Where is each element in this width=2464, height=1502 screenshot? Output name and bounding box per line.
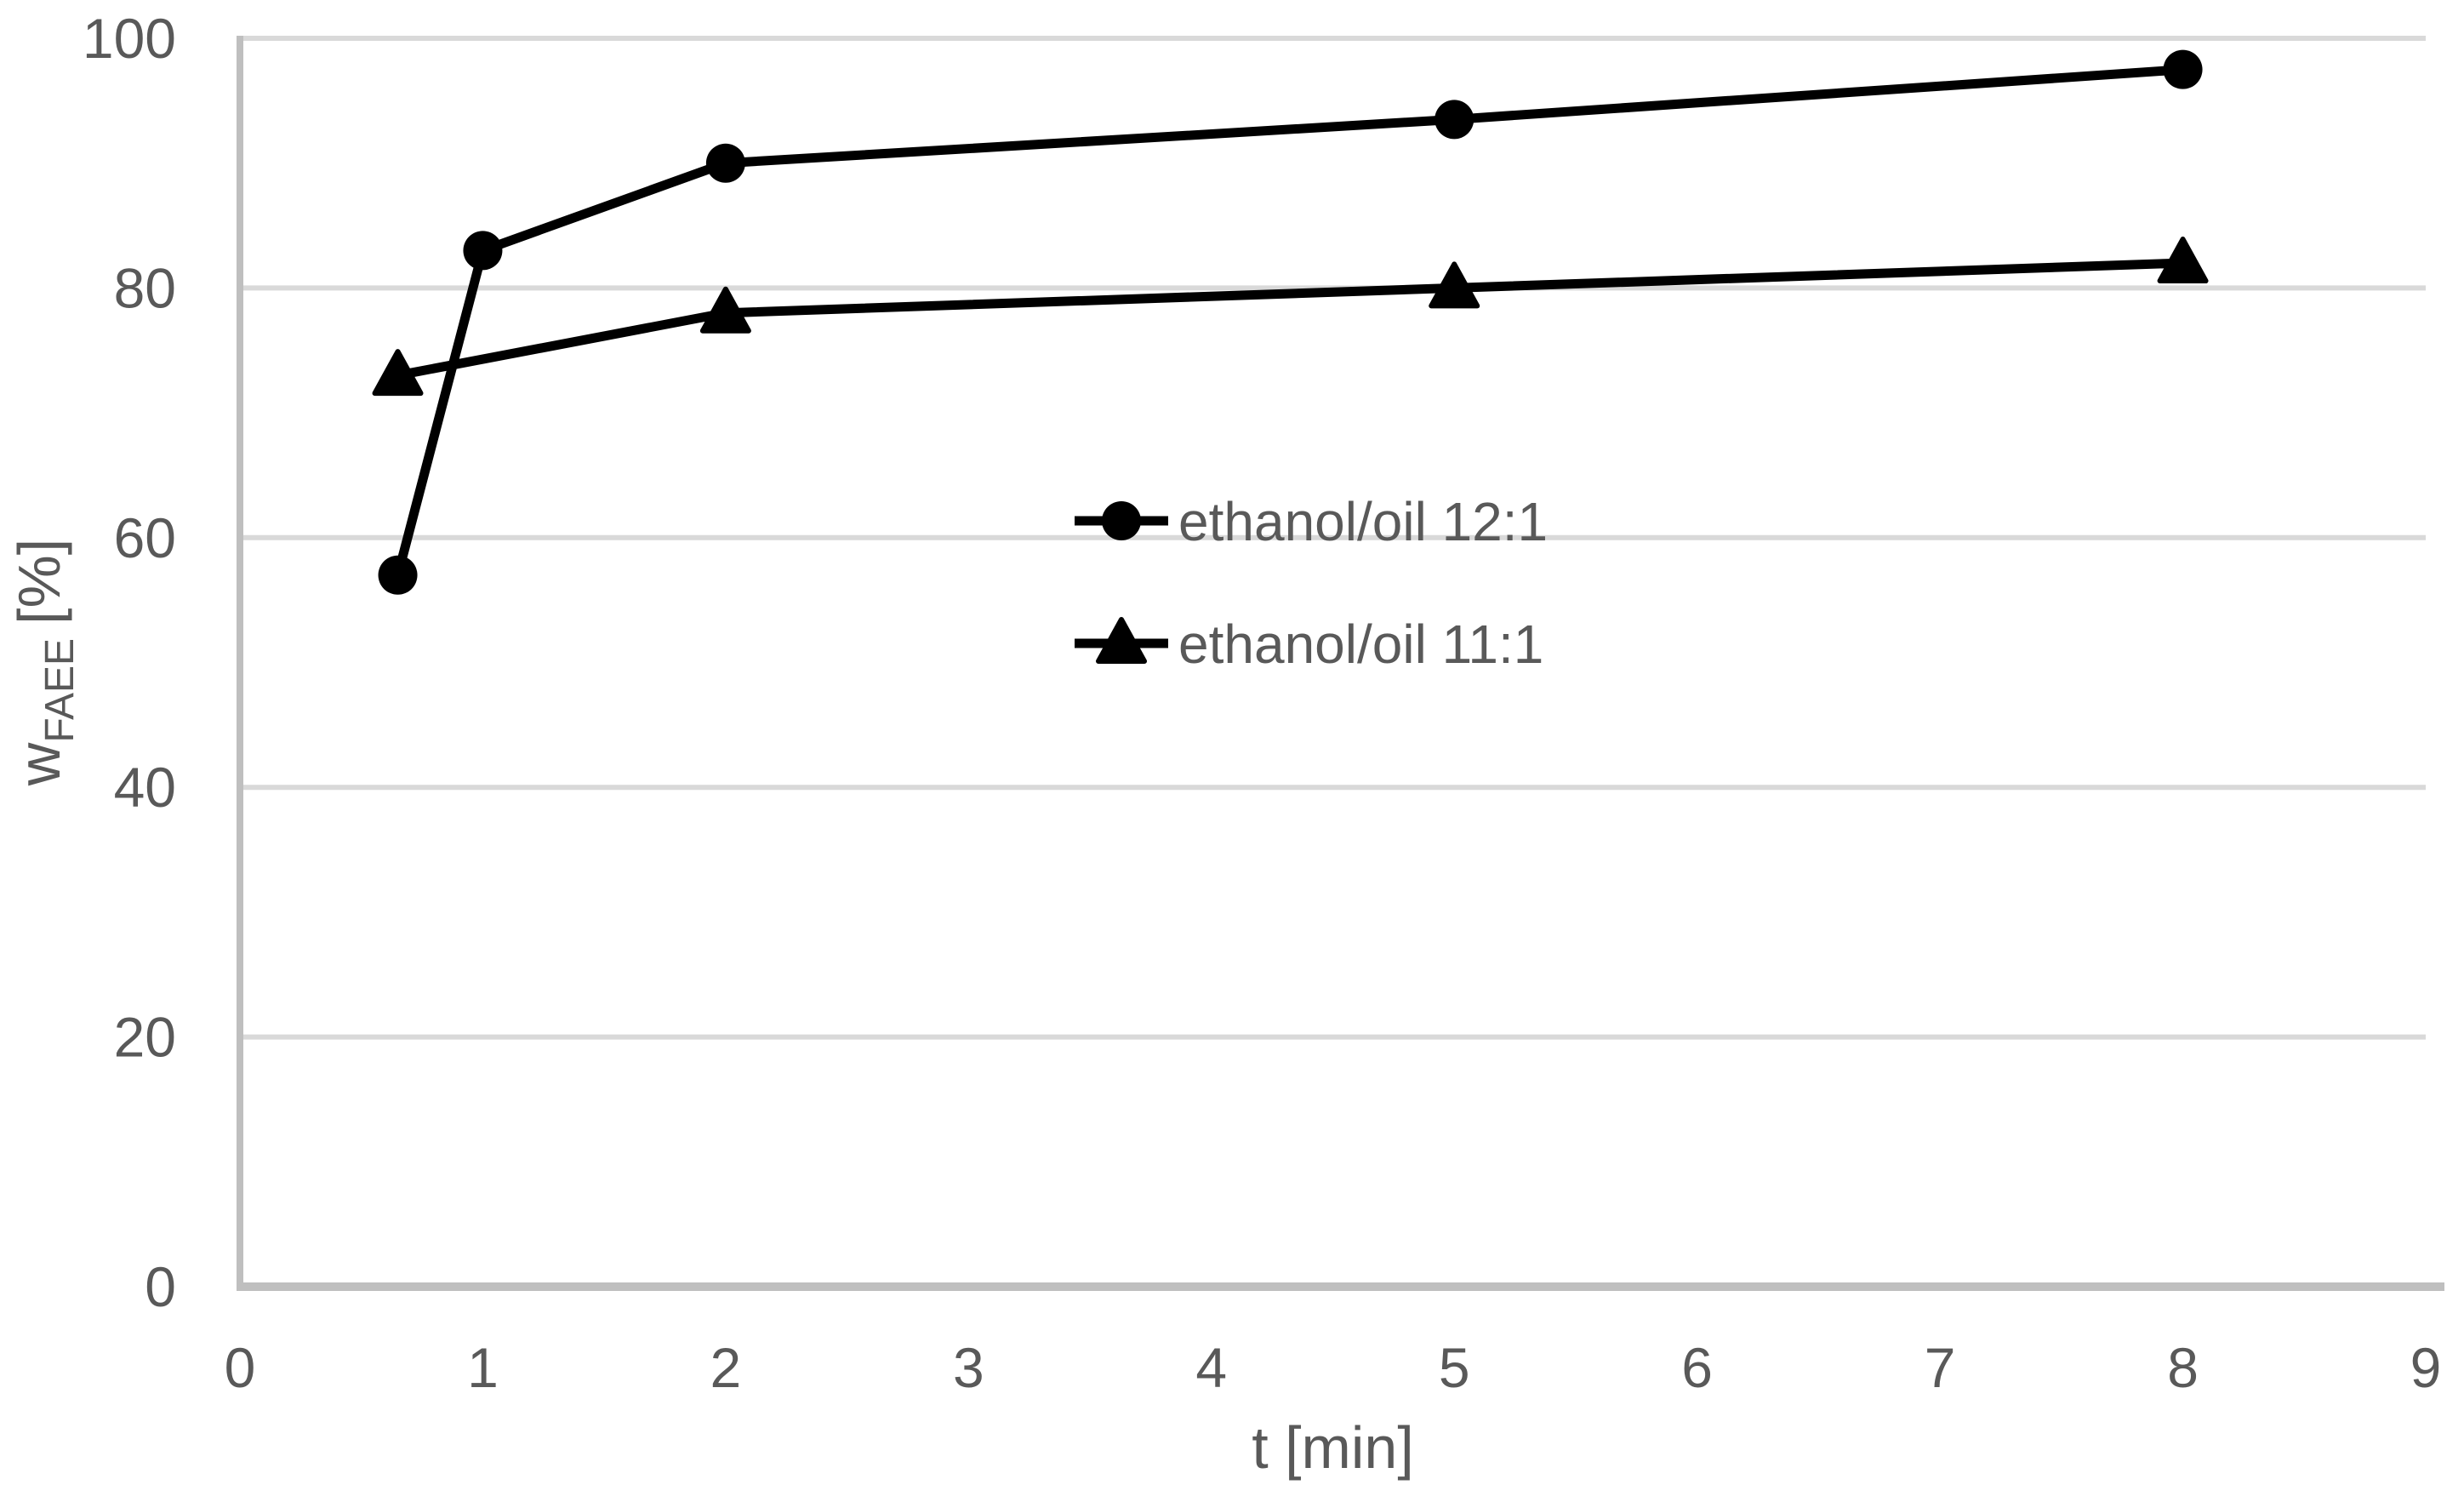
y-axis-title-base: w [6, 742, 72, 786]
series-line-ethanol-oil-11-1 [393, 258, 2188, 380]
x-tick-label: 4 [1195, 1336, 1227, 1399]
x-tick-label: 5 [1439, 1336, 1470, 1399]
x-tick-label: 0 [225, 1336, 256, 1399]
data-point-triangle-marker [2157, 237, 2209, 284]
legend-circle-marker-icon [1102, 501, 1141, 540]
x-tick-label: 2 [710, 1336, 742, 1399]
x-tick-label: 3 [953, 1336, 984, 1399]
y-axis-title-subscript: FAEE [37, 638, 83, 743]
data-point-triangle-marker [1429, 261, 1480, 309]
data-point-circle-marker [378, 555, 418, 595]
x-tick-label: 1 [467, 1336, 499, 1399]
x-tick-label: 9 [2410, 1336, 2442, 1399]
data-point-circle-marker [2163, 49, 2203, 89]
data-point-circle-marker [1434, 100, 1474, 140]
y-tick-label: 100 [83, 7, 176, 70]
y-tick-label: 0 [145, 1255, 176, 1318]
y-tick-label: 60 [114, 506, 176, 569]
data-point-circle-marker [463, 231, 503, 271]
y-axis-title: wFAEE [%] [6, 539, 83, 786]
y-axis-title-unit: [%] [6, 539, 72, 625]
y-tick-label: 80 [114, 256, 176, 319]
x-tick-label: 6 [1681, 1336, 1713, 1399]
y-tick-label: 20 [114, 1006, 176, 1069]
x-axis-title: t [min] [1252, 1414, 1414, 1481]
data-point-circle-marker [705, 143, 745, 183]
data-point-triangle-marker [372, 349, 424, 397]
x-tick-label: 8 [2167, 1336, 2199, 1399]
legend-triangle-marker-icon [1096, 617, 1147, 664]
data-point-triangle-marker [699, 286, 751, 334]
y-tick-label: 40 [114, 756, 176, 819]
legend-label: ethanol/oil 11:1 [1178, 614, 1543, 675]
legend-label: ethanol/oil 12:1 [1178, 491, 1548, 552]
x-tick-label: 7 [1925, 1336, 1956, 1399]
